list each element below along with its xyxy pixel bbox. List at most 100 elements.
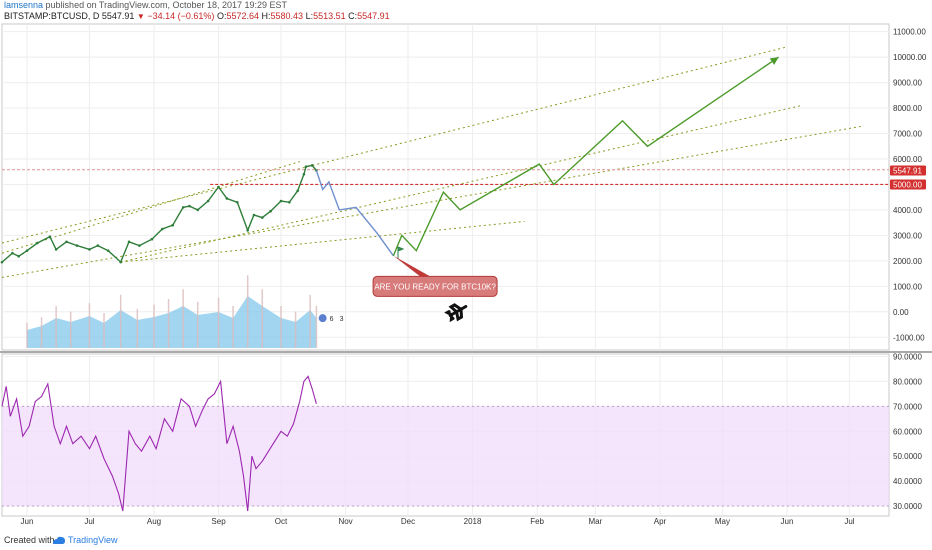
axes: 11000.00 10000.00 9000.00 8000.00 7000.00 600… <box>21 28 927 526</box>
price-point <box>36 241 39 245</box>
x-tick-label: Jul <box>84 517 94 526</box>
y-tick-label: 6000.00 <box>893 155 922 164</box>
annotations: ARE YOU READY FOR BTC10K? 6 3 <box>318 246 498 323</box>
price-point <box>161 227 164 231</box>
rsi-tick-label: 30.0000 <box>893 502 922 511</box>
price-point <box>75 244 79 247</box>
x-tick-label: Jul <box>844 517 854 526</box>
airplane-icon <box>444 303 468 323</box>
price-point <box>17 254 20 258</box>
price-point <box>260 216 264 219</box>
low-value: 5513.51 <box>313 11 346 21</box>
open-value: 5572.64 <box>226 11 259 21</box>
horizontal-levels <box>2 169 889 186</box>
trend-line <box>1 125 865 278</box>
trend-line <box>1 161 300 254</box>
footer: Created with TradingView <box>0 531 932 550</box>
high-label: H: <box>261 11 271 21</box>
price-badge-label: 5547.91 <box>893 166 922 175</box>
price-point <box>296 189 299 193</box>
trend-lines <box>1 46 865 278</box>
last-price: 5547.91 <box>101 11 135 21</box>
price-change: −34.14 (−0.61%) <box>147 11 215 21</box>
y-tick-label: 7000.00 <box>893 130 922 139</box>
price-point <box>25 249 29 252</box>
price-point <box>138 244 141 247</box>
open-label: O: <box>216 11 227 21</box>
price-point <box>171 223 175 227</box>
price-point <box>65 240 68 244</box>
x-tick-label: Aug <box>147 517 161 526</box>
y-tick-label: 11000.00 <box>893 28 926 37</box>
x-tick-label: Sep <box>211 517 226 526</box>
x-tick-label: Mar <box>589 517 603 526</box>
tradingview-link[interactable]: TradingView <box>68 535 118 545</box>
price-point <box>54 248 58 251</box>
ohlc-line: BITSTAMP:BTCUSD, D 5547.91 ▼ −34.14 (−0.… <box>4 11 390 22</box>
trend-line <box>120 105 802 263</box>
created-with-text: Created with <box>4 535 55 545</box>
marker-label: 3 <box>340 316 344 323</box>
price-point <box>196 208 200 212</box>
price-point <box>127 240 131 244</box>
x-tick-label: Dec <box>401 517 415 526</box>
price-point <box>252 213 256 217</box>
price-point <box>188 204 191 208</box>
x-tick-label: Apr <box>654 517 667 526</box>
price-point <box>288 200 291 204</box>
event-marker <box>318 314 327 323</box>
author-link[interactable]: lamsenna <box>4 0 44 10</box>
callout-text: ARE YOU READY FOR BTC10K? <box>374 282 496 291</box>
rsi-tick-label: 50.0000 <box>893 452 922 461</box>
price-point <box>206 199 210 203</box>
price-point <box>48 235 52 238</box>
trend-line <box>120 220 525 263</box>
price-pane-frame <box>1 23 890 351</box>
chart-header: lamsenna published on TradingView.com, O… <box>0 0 932 22</box>
tradingview-logo-icon <box>53 536 65 544</box>
y-tick-label: 1000.00 <box>893 282 922 291</box>
rsi-tick-label: 80.0000 <box>893 377 922 386</box>
callout-box <box>372 275 498 297</box>
price-point <box>269 209 272 213</box>
rsi-tick-label: 90.0000 <box>893 352 922 361</box>
price-point <box>246 228 249 232</box>
price-point <box>235 200 239 204</box>
x-tick-label: Nov <box>338 517 352 526</box>
high-value: 5580.43 <box>270 11 304 21</box>
rsi-tick-label: 70.0000 <box>893 402 922 411</box>
volume-area <box>27 296 317 348</box>
y-tick-label: 10000.00 <box>893 53 927 62</box>
y-tick-label: 4000.00 <box>893 206 922 215</box>
projection-paths <box>315 56 779 257</box>
symbol-label: BITSTAMP:BTCUSD, D <box>4 11 100 21</box>
close-value: 5547.91 <box>357 11 390 21</box>
flag-icon <box>397 246 405 259</box>
publish-line: lamsenna published on TradingView.com, O… <box>4 0 287 11</box>
volume-bars <box>26 275 318 348</box>
price-point <box>302 172 306 176</box>
price-point <box>96 244 100 247</box>
y-tick-label: 8000.00 <box>893 104 922 113</box>
price-point <box>279 199 283 203</box>
callout-pointer <box>393 255 431 277</box>
rsi-tick-label: 40.0000 <box>893 477 922 486</box>
chart-canvas[interactable]: 11000.00 10000.00 9000.00 8000.00 7000.00 600… <box>0 22 932 531</box>
close-label: C: <box>348 11 358 21</box>
price-badge <box>890 165 926 176</box>
y-tick-label: 3000.00 <box>893 231 922 240</box>
published-text: published on TradingView.com, October 18… <box>45 0 288 10</box>
price-point <box>181 206 185 209</box>
projection-arrowhead <box>769 57 779 65</box>
price-point <box>119 260 122 264</box>
x-tick-label: May <box>715 517 730 526</box>
projection-green <box>392 56 779 257</box>
price-series <box>0 164 318 264</box>
price-point <box>150 237 154 241</box>
x-tick-label: Feb <box>530 517 544 526</box>
y-tick-label: -1000.00 <box>893 333 925 342</box>
y-tick-label: 0.00 <box>893 308 909 317</box>
price-line <box>1 164 317 264</box>
price-point <box>11 251 14 255</box>
price-point <box>225 197 229 200</box>
